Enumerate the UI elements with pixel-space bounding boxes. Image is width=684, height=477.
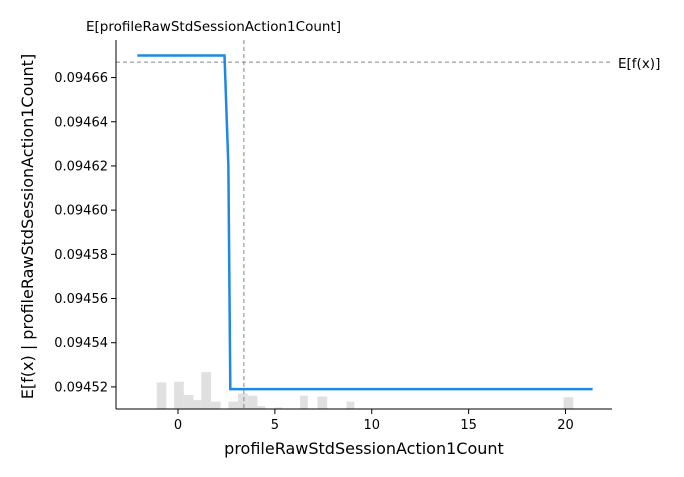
y-tick-label: 0.09460 <box>54 204 108 219</box>
histogram-bar <box>346 401 355 409</box>
y-tick-label: 0.09462 <box>54 159 108 174</box>
histogram-bar <box>193 400 202 409</box>
y-tick-label: 0.09454 <box>54 336 108 351</box>
x-axis-title: profileRawStdSessionAction1Count <box>224 439 504 458</box>
histogram-bar <box>257 406 266 409</box>
histogram-bar <box>274 407 283 409</box>
dependence-line <box>137 54 593 391</box>
y-tick-label: 0.09466 <box>54 71 108 86</box>
histogram-bar <box>201 372 211 409</box>
histogram-bar <box>183 394 194 409</box>
reference-lines <box>116 40 612 409</box>
expected-value-label: E[f(x)] <box>618 56 660 72</box>
histogram-bar <box>247 395 258 409</box>
axes <box>115 40 612 410</box>
x-tick-label: 10 <box>363 418 380 433</box>
x-tick-label: 0 <box>174 418 182 433</box>
x-tick-label: 15 <box>460 418 477 433</box>
histogram-bar <box>238 393 248 409</box>
histogram-bar <box>300 395 308 409</box>
histogram-bar <box>156 382 167 409</box>
x-tick-label: 20 <box>557 418 574 433</box>
y-ticks: 0.09452 0.09454 0.09456 0.09458 0.09460 0.094… <box>54 71 116 395</box>
histogram-bar <box>563 397 574 409</box>
y-tick-label: 0.09464 <box>54 115 108 130</box>
y-tick-label: 0.09458 <box>54 248 108 263</box>
histogram <box>156 372 574 409</box>
y-tick-label: 0.09456 <box>54 292 108 307</box>
y-tick-label: 0.09452 <box>54 380 108 395</box>
histogram-bar <box>228 401 239 409</box>
histogram-bar <box>210 401 221 409</box>
histogram-bar <box>174 381 184 409</box>
top-feature-label: E[profileRawStdSessionAction1Count] <box>86 19 341 35</box>
y-axis-title: E[f(x) | profileRawStdSessionAction1Coun… <box>18 54 37 399</box>
histogram-bar <box>317 396 328 409</box>
x-ticks: 0 5 10 15 20 <box>174 409 574 433</box>
series-layer <box>137 54 593 391</box>
x-tick-label: 5 <box>271 418 279 433</box>
